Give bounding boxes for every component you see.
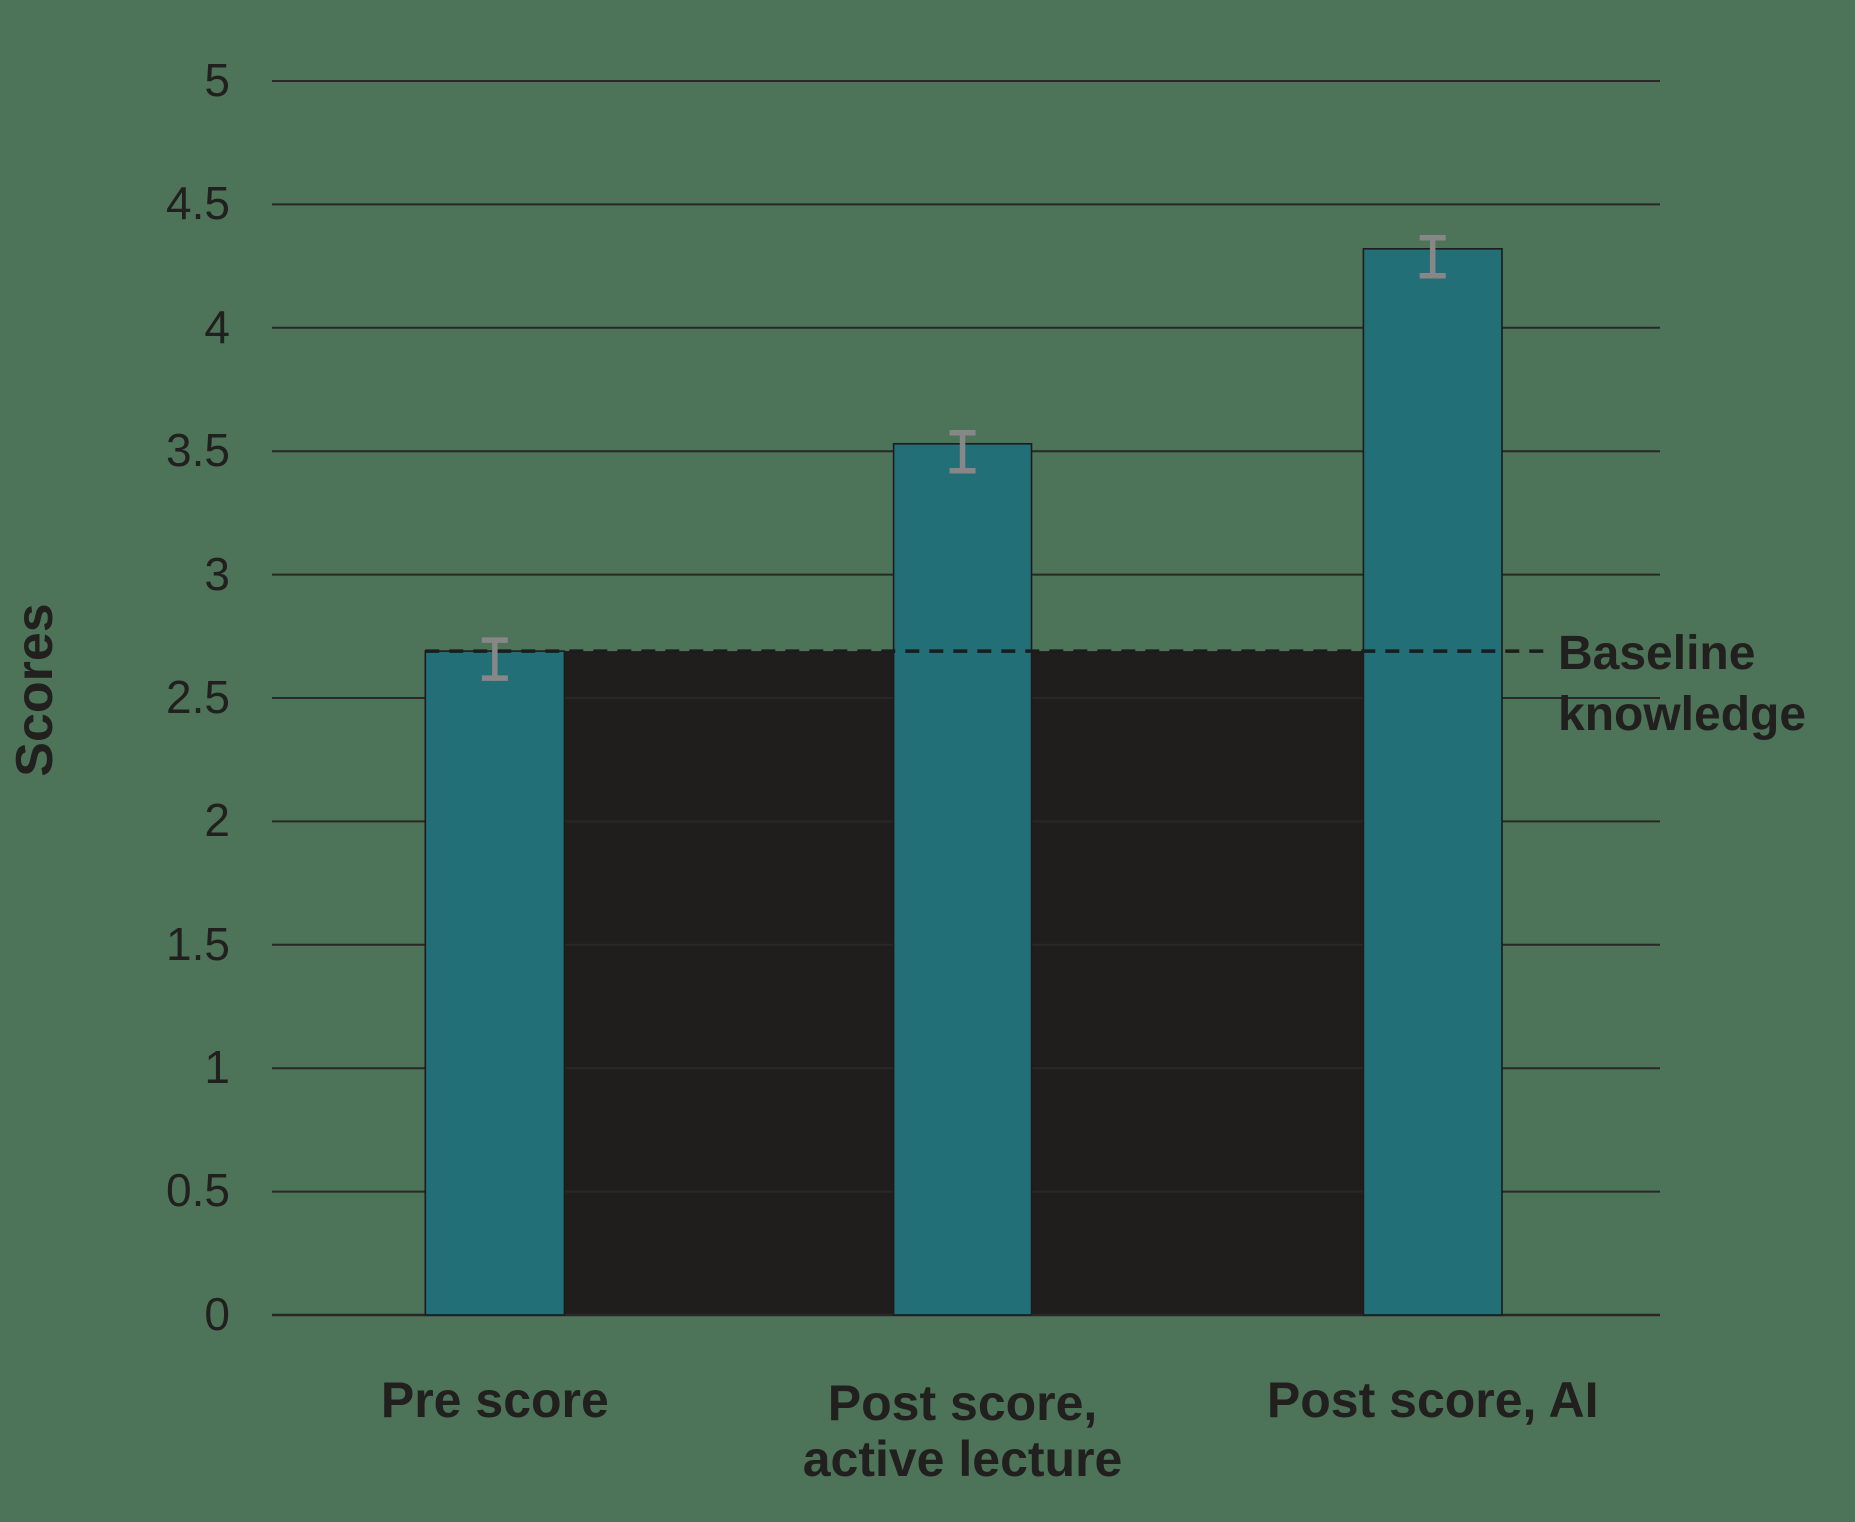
svg-text:0.5: 0.5	[166, 1164, 230, 1216]
svg-text:1: 1	[204, 1041, 230, 1093]
svg-text:4: 4	[204, 301, 230, 353]
svg-text:2: 2	[204, 794, 230, 846]
svg-text:5: 5	[204, 54, 230, 106]
svg-text:knowledge: knowledge	[1558, 688, 1806, 741]
svg-text:0: 0	[204, 1288, 230, 1340]
svg-text:4.5: 4.5	[166, 177, 230, 229]
svg-text:Post score, AI: Post score, AI	[1267, 1372, 1599, 1428]
svg-text:active lecture: active lecture	[803, 1431, 1123, 1487]
svg-text:Baseline: Baseline	[1558, 627, 1755, 680]
svg-text:3.5: 3.5	[166, 424, 230, 476]
svg-text:1.5: 1.5	[166, 918, 230, 970]
svg-text:Scores: Scores	[6, 603, 64, 776]
svg-text:3: 3	[204, 548, 230, 600]
svg-text:Pre score: Pre score	[381, 1372, 609, 1428]
svg-text:2.5: 2.5	[166, 671, 230, 723]
svg-text:Post score,: Post score,	[828, 1375, 1098, 1431]
